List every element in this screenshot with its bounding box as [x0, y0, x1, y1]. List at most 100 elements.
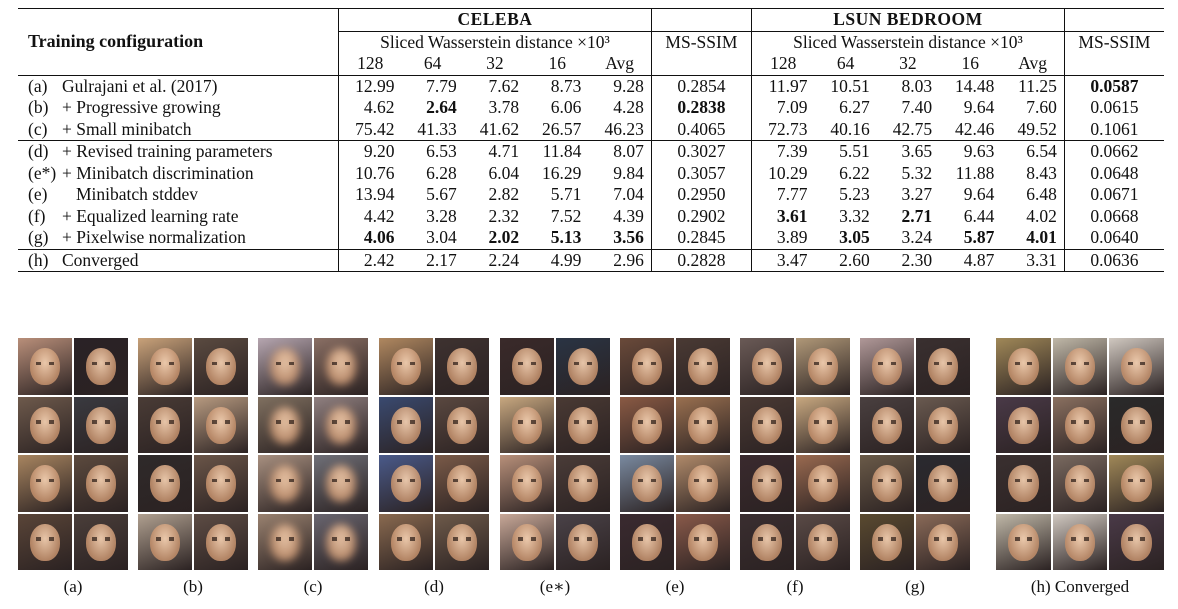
celeba-ms-cell: 0.2854	[650, 75, 752, 97]
face-sample-image	[435, 513, 489, 570]
lsun-cell: 7.39	[751, 140, 815, 163]
celeba-cell: 7.52	[550, 205, 582, 226]
lsun-cell: 5.23	[839, 184, 870, 204]
lsun-cell: 9.64	[963, 97, 995, 117]
lsun-cell: 6.54	[1001, 140, 1065, 163]
celeba-cell: 6.04	[488, 162, 520, 183]
face-sample-image	[1052, 513, 1108, 570]
panel-caption: (a)	[63, 577, 83, 596]
row-name: + Minibatch discrimination	[62, 162, 254, 183]
row-label: (e) Minibatch stddev	[18, 184, 339, 206]
row-name: + Progressive growing	[62, 97, 221, 117]
face-sample-image	[740, 455, 794, 512]
face-sample-image	[194, 455, 248, 512]
celeba-cell: 7.79	[426, 75, 457, 96]
celeba-ms-cell: 0.3027	[650, 140, 752, 163]
celeba-ms-cell: 0.3057	[650, 162, 752, 184]
row-label: (h) Converged	[18, 248, 339, 272]
results-body: (a) Gulrajani et al. (2017) 12.99 7.79 7.62 8…	[18, 75, 1164, 272]
face-sample-image	[500, 396, 554, 453]
face-sample-image	[1052, 455, 1108, 512]
lsun-ms-cell: 0.0671	[1063, 184, 1164, 206]
face-sample-image	[18, 455, 72, 512]
celeba-cell: 4.39	[613, 205, 644, 226]
face-sample-image	[620, 513, 674, 570]
lsun-cell: 72.73	[751, 118, 815, 141]
lsun-ms-cell: 0.1061	[1063, 118, 1164, 141]
row-name: Converged	[62, 249, 139, 270]
row-id: (c)	[28, 118, 48, 139]
results-table: Training configuration CELEBA LSUN BEDRO…	[18, 8, 1164, 272]
lsun-cell: 9.64	[963, 184, 995, 204]
face-sample-image	[556, 338, 610, 395]
celeba-cell: 3.78	[488, 97, 520, 117]
table-row: (f) + Equalized learning rate 4.42 3.28 2.32…	[18, 205, 1164, 227]
group-header-celeba: CELEBA	[338, 8, 652, 31]
face-sample-image	[796, 455, 850, 512]
lsun-ms-cell: 0.0640	[1063, 227, 1164, 249]
row-header: Training configuration	[18, 8, 339, 76]
resolution-header-lsun-2: 32	[899, 53, 917, 73]
face-sample-image	[916, 338, 970, 395]
lsun-ms-cell: 0.0615	[1063, 97, 1164, 119]
celeba-cell: 7.62	[488, 75, 520, 96]
face-sample-image	[500, 513, 554, 570]
face-grid-panel	[620, 338, 730, 570]
sample-faces-figure	[18, 338, 1168, 570]
face-sample-image	[740, 396, 794, 453]
face-sample-image	[138, 455, 192, 512]
row-label: (c) + Small minibatch	[18, 119, 339, 141]
face-sample-image	[314, 338, 368, 395]
row-name: Gulrajani et al. (2017)	[62, 75, 218, 96]
face-sample-image	[556, 513, 610, 570]
celeba-cell: 4.62	[338, 97, 402, 119]
face-sample-image	[796, 513, 850, 570]
resolution-header-celeba-1: 64	[423, 53, 442, 73]
lsun-cell: 42.75	[892, 118, 933, 139]
celeba-cell: 8.73	[550, 75, 582, 96]
celeba-cell: 11.84	[526, 140, 589, 163]
lsun-sw-header: Sliced Wasserstein distance ×10³	[751, 31, 1065, 53]
lsun-cell: 5.32	[901, 162, 933, 183]
lsun-cell: 3.24	[901, 227, 933, 247]
row-id: (b)	[28, 97, 49, 117]
lsun-cell: 6.27	[839, 97, 870, 117]
resolution-header-celeba-3: 16	[548, 53, 566, 73]
celeba-cell: 2.17	[401, 248, 464, 272]
celeba-cell: 9.20	[338, 140, 402, 163]
celeba-cell: 2.64	[426, 97, 457, 117]
table-row: (e*) + Minibatch discrimination 10.76 6.28 6…	[18, 162, 1164, 184]
celeba-cell: 26.57	[542, 118, 582, 139]
face-grid-panel	[258, 338, 368, 570]
face-sample-image	[620, 455, 674, 512]
resolution-header-celeba-2: 32	[486, 53, 504, 73]
face-sample-image	[860, 455, 914, 512]
face-sample-image	[74, 396, 128, 453]
group-header-lsun: LSUN BEDROOM	[751, 8, 1065, 31]
celeba-cell: 9.84	[613, 162, 644, 183]
celeba-cell: 4.71	[463, 140, 527, 163]
row-label: (b) + Progressive growing	[18, 97, 339, 119]
celeba-cell: 9.28	[613, 75, 644, 96]
celeba-cell: 2.02	[488, 227, 520, 247]
face-sample-image	[314, 396, 368, 453]
face-sample-image	[138, 513, 192, 570]
row-id: (e)	[28, 184, 48, 204]
face-sample-image	[676, 455, 730, 512]
lsun-ms-cell: 0.0668	[1063, 205, 1164, 227]
lsun-cell: 11.97	[751, 75, 815, 97]
face-sample-image	[500, 455, 554, 512]
face-sample-image	[435, 338, 489, 395]
face-sample-image	[860, 338, 914, 395]
celeba-cell: 4.99	[526, 248, 589, 272]
resolution-header-row: 128 64 32 16 Avg 128 64 32 16 Avg	[18, 53, 1164, 75]
row-label: (d) + Revised training parameters	[18, 140, 339, 163]
lsun-cell: 5.51	[814, 140, 877, 163]
table-row: (c) + Small minibatch 75.42 41.33 41.62 26.57…	[18, 118, 1164, 141]
face-sample-image	[740, 338, 794, 395]
lsun-cell: 3.27	[901, 184, 933, 204]
face-sample-image	[500, 338, 554, 395]
lsun-cell: 6.44	[963, 205, 995, 226]
lsun-cell: 7.40	[901, 97, 933, 117]
face-sample-image	[860, 396, 914, 453]
